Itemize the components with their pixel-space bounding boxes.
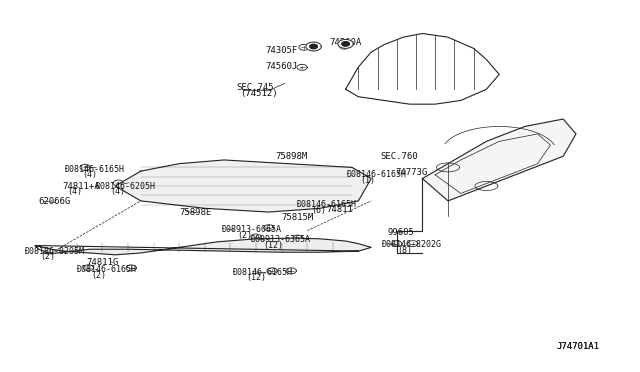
- Text: 74773G: 74773G: [396, 169, 428, 177]
- Text: (4): (4): [111, 187, 125, 196]
- Text: Ð08913-6365A: Ð08913-6365A: [250, 235, 310, 244]
- Text: 99605: 99605: [387, 228, 414, 237]
- Text: J74701A1: J74701A1: [557, 342, 600, 351]
- Text: Ð08146-8202G: Ð08146-8202G: [381, 240, 442, 249]
- Polygon shape: [310, 44, 317, 49]
- Text: Ð08146-6165H: Ð08146-6165H: [76, 265, 136, 274]
- Text: 74560J: 74560J: [266, 62, 298, 71]
- Text: (2): (2): [40, 252, 55, 261]
- Text: (12): (12): [246, 273, 266, 282]
- Text: (8): (8): [397, 246, 412, 255]
- Text: Ð08146-6165H: Ð08146-6165H: [296, 200, 356, 209]
- Text: 74560A: 74560A: [330, 38, 362, 47]
- Polygon shape: [338, 39, 353, 48]
- Text: 75898M: 75898M: [275, 152, 307, 161]
- Text: (4): (4): [82, 170, 97, 179]
- Polygon shape: [306, 42, 321, 51]
- Text: 75815M: 75815M: [282, 213, 314, 222]
- Text: (6): (6): [312, 206, 326, 215]
- Text: 74811+A: 74811+A: [63, 182, 100, 190]
- Text: Ð08146-6165H: Ð08146-6165H: [232, 268, 292, 277]
- Text: Ð08146-6205H: Ð08146-6205H: [95, 182, 155, 190]
- Text: 75898E: 75898E: [179, 208, 211, 217]
- Text: (4): (4): [67, 187, 82, 196]
- Text: Ð08146-6165H: Ð08146-6165H: [346, 170, 406, 179]
- Text: 74811: 74811: [326, 205, 353, 214]
- Text: 62066G: 62066G: [38, 197, 70, 206]
- Polygon shape: [342, 42, 349, 46]
- Text: 74811G: 74811G: [86, 258, 118, 267]
- Text: J74701A1: J74701A1: [557, 342, 600, 351]
- Polygon shape: [115, 160, 371, 212]
- Text: (1): (1): [360, 176, 375, 185]
- Text: SEC.760: SEC.760: [381, 152, 419, 161]
- Text: SEC.745: SEC.745: [237, 83, 275, 92]
- Text: Ð08146-6165H: Ð08146-6165H: [64, 165, 124, 174]
- Text: Ð08186-8205M: Ð08186-8205M: [24, 247, 84, 256]
- Text: (2): (2): [92, 271, 106, 280]
- Polygon shape: [422, 119, 576, 201]
- Text: 74305F: 74305F: [266, 46, 298, 55]
- Text: (2): (2): [237, 231, 252, 240]
- Polygon shape: [35, 238, 371, 255]
- Text: Ð08913-6065A: Ð08913-6065A: [221, 225, 281, 234]
- Text: (12): (12): [264, 241, 284, 250]
- Text: (74512): (74512): [240, 89, 278, 98]
